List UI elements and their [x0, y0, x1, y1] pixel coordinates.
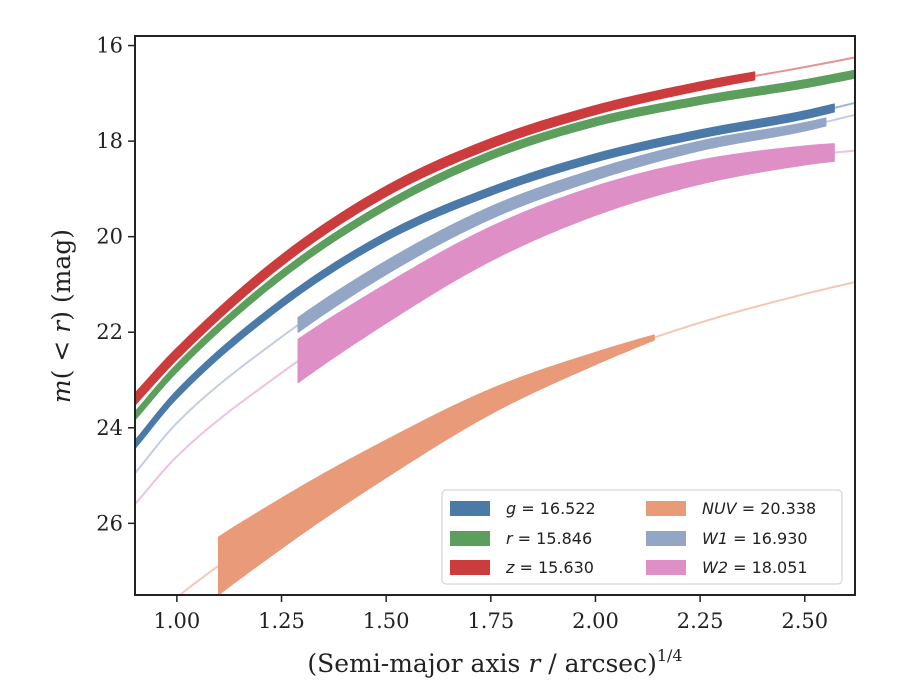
x-tick-label: 1.50 — [363, 609, 410, 633]
x-tick-label: 2.25 — [677, 609, 724, 633]
series-w2-band — [297, 143, 835, 384]
x-tick-label: 1.75 — [467, 609, 514, 633]
plot-area — [135, 56, 855, 595]
legend-swatch-z — [450, 560, 490, 575]
plot-frame — [134, 35, 856, 596]
legend-frame — [441, 489, 843, 585]
y-tick-label: 26 — [96, 511, 123, 535]
y-axis-title: m( < r) (mag) — [47, 229, 76, 403]
y-tick-label: 24 — [96, 416, 123, 440]
legend-swatch-w1 — [646, 531, 686, 546]
legend: g = 16.522 r = 15.846 z = 15.630 NUV = 20.3… — [441, 489, 843, 585]
legend-label-w1: W1 = 16.930 — [702, 529, 808, 548]
legend-swatch-nuv — [646, 501, 686, 516]
x-axis-title: (Semi-major axis r / arcsec)1/4 — [307, 646, 682, 678]
legend-label-z: z = 15.630 — [505, 558, 594, 577]
legend-swatch-g — [450, 501, 490, 516]
y-tick-label: 18 — [96, 129, 123, 153]
series-w1-band — [297, 117, 827, 333]
x-tick-label: 2.00 — [572, 609, 619, 633]
series-r-band — [135, 69, 855, 421]
legend-swatch-r — [450, 531, 490, 546]
legend-label-r: r = 15.846 — [506, 529, 592, 548]
y-tick-label: 16 — [96, 34, 123, 58]
legend-label-g: g = 16.522 — [506, 499, 596, 518]
axis-ticks: 1.00 1.25 1.50 1.75 2.00 2.25 2.50 16 18 20 22 24 26 — [96, 34, 828, 633]
legend-label-w2: W2 = 18.051 — [702, 558, 808, 577]
series-z-band — [135, 71, 756, 406]
legend-swatch-w2 — [646, 560, 686, 575]
y-tick-label: 20 — [96, 225, 123, 249]
x-tick-label: 1.25 — [258, 609, 305, 633]
y-tick-label: 22 — [96, 320, 123, 344]
series-g-band — [135, 103, 835, 450]
x-tick-label: 1.00 — [153, 609, 200, 633]
legend-label-nuv: NUV = 20.338 — [702, 499, 816, 518]
x-tick-label: 2.50 — [781, 609, 828, 633]
series-w2-curve — [135, 149, 855, 505]
series-nuv-band — [217, 334, 655, 595]
